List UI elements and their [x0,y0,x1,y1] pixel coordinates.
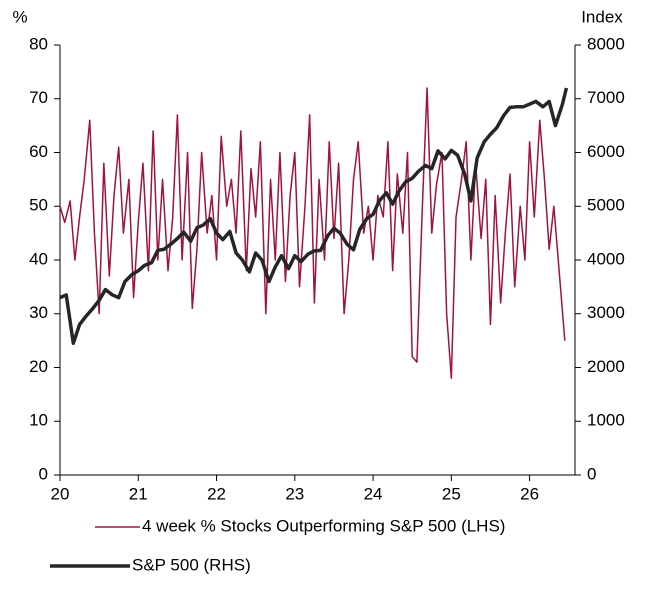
y-tick-label: 40 [29,249,48,268]
y2-tick-label: 5000 [587,196,625,215]
y2-tick-label: 4000 [587,249,625,268]
y-tick-label: 10 [29,411,48,430]
x-tick-label: 22 [207,484,226,503]
y2-tick-label: 0 [587,464,596,483]
y-tick-label: 0 [39,464,48,483]
y2-tick-label: 6000 [587,142,625,161]
x-tick-label: 26 [520,484,539,503]
x-tick-label: 24 [364,484,383,503]
y-axis-label: % [12,7,27,26]
y2-tick-label: 3000 [587,303,625,322]
y2-tick-label: 8000 [587,34,625,53]
y-tick-label: 20 [29,357,48,376]
series-line [59,87,569,346]
x-tick-label: 23 [285,484,304,503]
legend-label: S&P 500 (RHS) [132,555,251,574]
series-line [59,87,566,379]
y-tick-label: 50 [29,196,48,215]
x-tick-label: 25 [442,484,461,503]
y-tick-label: 60 [29,142,48,161]
y2-axis-label: Index [581,7,623,26]
y2-tick-label: 1000 [587,411,625,430]
legend-label: 4 week % Stocks Outperforming S&P 500 (L… [142,516,505,535]
y-tick-label: 70 [29,88,48,107]
x-tick-label: 21 [129,484,148,503]
y2-tick-label: 2000 [587,357,625,376]
y-tick-label: 80 [29,34,48,53]
y-tick-label: 30 [29,303,48,322]
y2-tick-label: 7000 [587,88,625,107]
x-tick-label: 20 [51,484,70,503]
